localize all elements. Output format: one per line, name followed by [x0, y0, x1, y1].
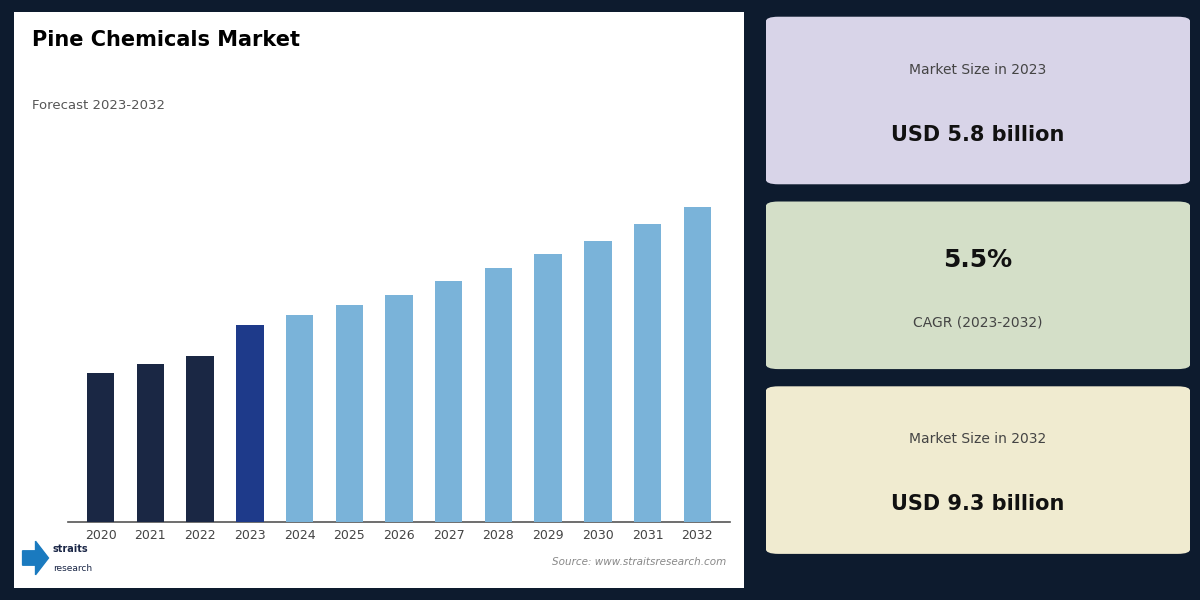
Bar	[336, 305, 362, 522]
FancyBboxPatch shape	[766, 386, 1190, 554]
Bar	[684, 206, 710, 522]
Bar	[634, 224, 661, 522]
Bar	[385, 295, 413, 522]
Bar	[137, 364, 164, 522]
Bar	[584, 241, 612, 522]
FancyBboxPatch shape	[766, 17, 1190, 184]
Text: Pine Chemicals Market: Pine Chemicals Market	[32, 30, 300, 50]
Text: 5.5%: 5.5%	[943, 248, 1013, 272]
Text: research: research	[53, 564, 92, 573]
Bar	[485, 268, 512, 522]
FancyBboxPatch shape	[766, 202, 1190, 369]
Text: Source: www.straitsresearch.com: Source: www.straitsresearch.com	[552, 557, 726, 567]
Bar	[236, 325, 264, 522]
Bar	[88, 373, 114, 522]
Bar	[534, 254, 562, 522]
Text: USD 9.3 billion: USD 9.3 billion	[892, 494, 1064, 514]
Text: Market Size in 2023: Market Size in 2023	[910, 63, 1046, 77]
Text: CAGR (2023-2032): CAGR (2023-2032)	[913, 316, 1043, 330]
Bar	[186, 356, 214, 522]
Bar	[286, 315, 313, 522]
Text: Forecast 2023-2032: Forecast 2023-2032	[32, 99, 166, 112]
Bar	[436, 281, 462, 522]
Text: Market Size in 2032: Market Size in 2032	[910, 433, 1046, 446]
Text: straits: straits	[53, 544, 89, 554]
Text: USD 5.8 billion: USD 5.8 billion	[892, 125, 1064, 145]
Polygon shape	[23, 541, 48, 575]
